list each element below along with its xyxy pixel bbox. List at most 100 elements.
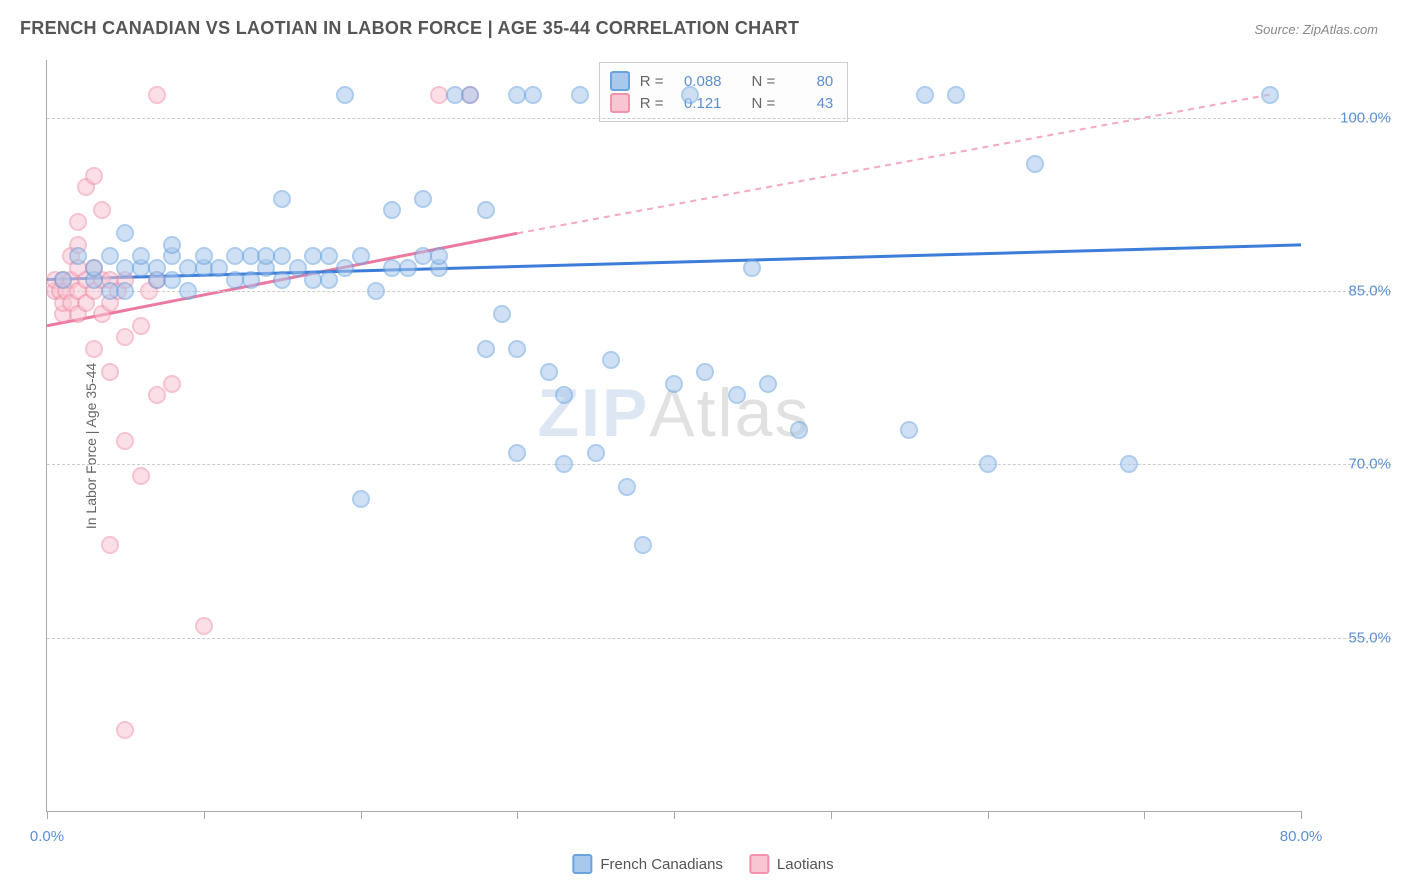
x-tick bbox=[988, 811, 989, 819]
x-tick bbox=[47, 811, 48, 819]
scatter-point bbox=[148, 386, 166, 404]
scatter-point bbox=[681, 86, 699, 104]
scatter-point bbox=[289, 259, 307, 277]
scatter-point bbox=[696, 363, 714, 381]
stat-r-label-2: R = bbox=[640, 95, 664, 112]
scatter-point bbox=[367, 282, 385, 300]
scatter-point bbox=[524, 86, 542, 104]
scatter-point bbox=[743, 259, 761, 277]
scatter-point bbox=[69, 213, 87, 231]
y-tick-label: 100.0% bbox=[1311, 109, 1391, 126]
scatter-point bbox=[101, 536, 119, 554]
scatter-point bbox=[508, 340, 526, 358]
scatter-point bbox=[508, 444, 526, 462]
scatter-point bbox=[195, 247, 213, 265]
scatter-point bbox=[383, 201, 401, 219]
x-tick bbox=[517, 811, 518, 819]
scatter-point bbox=[728, 386, 746, 404]
trend-lines-svg bbox=[47, 60, 1301, 811]
stat-r-label-1: R = bbox=[640, 73, 664, 90]
scatter-point bbox=[116, 432, 134, 450]
x-tick-label: 80.0% bbox=[1280, 828, 1323, 845]
x-tick bbox=[361, 811, 362, 819]
chart-container: FRENCH CANADIAN VS LAOTIAN IN LABOR FORC… bbox=[0, 0, 1406, 892]
watermark-bold: ZIP bbox=[538, 375, 650, 451]
scatter-point bbox=[352, 490, 370, 508]
stat-n-label-1: N = bbox=[752, 73, 776, 90]
scatter-point bbox=[132, 317, 150, 335]
stat-row-1: R = 0.088 N = 80 bbox=[610, 71, 834, 91]
scatter-point bbox=[477, 201, 495, 219]
scatter-point bbox=[900, 421, 918, 439]
scatter-point bbox=[101, 247, 119, 265]
stat-n-label-2: N = bbox=[752, 95, 776, 112]
scatter-point bbox=[320, 247, 338, 265]
stat-swatch-blue bbox=[610, 71, 630, 91]
x-tick bbox=[674, 811, 675, 819]
scatter-point bbox=[571, 86, 589, 104]
scatter-point bbox=[461, 86, 479, 104]
scatter-point bbox=[555, 386, 573, 404]
scatter-point bbox=[759, 375, 777, 393]
scatter-point bbox=[790, 421, 808, 439]
scatter-point bbox=[352, 247, 370, 265]
scatter-point bbox=[947, 86, 965, 104]
scatter-point bbox=[116, 282, 134, 300]
scatter-point bbox=[916, 86, 934, 104]
scatter-point bbox=[618, 478, 636, 496]
scatter-point bbox=[210, 259, 228, 277]
scatter-point bbox=[602, 351, 620, 369]
scatter-point bbox=[1026, 155, 1044, 173]
legend-item-2: Laotians bbox=[749, 854, 834, 874]
scatter-point bbox=[69, 247, 87, 265]
stat-r-val-1: 0.088 bbox=[674, 73, 722, 90]
scatter-point bbox=[336, 86, 354, 104]
y-tick-label: 85.0% bbox=[1311, 283, 1391, 300]
gridline-h bbox=[47, 291, 1391, 292]
scatter-point bbox=[555, 455, 573, 473]
scatter-point bbox=[54, 271, 72, 289]
y-tick-label: 70.0% bbox=[1311, 456, 1391, 473]
scatter-point bbox=[163, 236, 181, 254]
legend-swatch-blue bbox=[572, 854, 592, 874]
scatter-point bbox=[148, 86, 166, 104]
scatter-point bbox=[273, 190, 291, 208]
scatter-point bbox=[148, 259, 166, 277]
stat-swatch-pink bbox=[610, 93, 630, 113]
scatter-point bbox=[93, 201, 111, 219]
source-label: Source: ZipAtlas.com bbox=[1254, 22, 1378, 37]
scatter-point bbox=[414, 190, 432, 208]
legend: French Canadians Laotians bbox=[572, 854, 833, 874]
gridline-h bbox=[47, 118, 1391, 119]
scatter-point bbox=[116, 721, 134, 739]
scatter-point bbox=[85, 340, 103, 358]
scatter-point bbox=[179, 282, 197, 300]
scatter-point bbox=[665, 375, 683, 393]
scatter-point bbox=[979, 455, 997, 473]
scatter-point bbox=[336, 259, 354, 277]
scatter-point bbox=[399, 259, 417, 277]
scatter-point bbox=[101, 363, 119, 381]
scatter-point bbox=[163, 375, 181, 393]
scatter-point bbox=[477, 340, 495, 358]
stat-n-val-2: 43 bbox=[785, 95, 833, 112]
legend-label-2: Laotians bbox=[777, 856, 834, 873]
scatter-point bbox=[132, 467, 150, 485]
stat-row-2: R = 0.121 N = 43 bbox=[610, 93, 834, 113]
stat-box: R = 0.088 N = 80 R = 0.121 N = 43 bbox=[599, 62, 849, 122]
scatter-point bbox=[85, 259, 103, 277]
gridline-h bbox=[47, 638, 1391, 639]
scatter-point bbox=[430, 247, 448, 265]
chart-title: FRENCH CANADIAN VS LAOTIAN IN LABOR FORC… bbox=[20, 18, 799, 39]
scatter-point bbox=[493, 305, 511, 323]
scatter-point bbox=[1120, 455, 1138, 473]
scatter-point bbox=[273, 271, 291, 289]
x-tick bbox=[1144, 811, 1145, 819]
scatter-point bbox=[163, 271, 181, 289]
scatter-point bbox=[273, 247, 291, 265]
gridline-h bbox=[47, 464, 1391, 465]
plot-area: ZIPAtlas R = 0.088 N = 80 R = 0.121 N = … bbox=[46, 60, 1301, 812]
legend-item-1: French Canadians bbox=[572, 854, 723, 874]
x-tick bbox=[1301, 811, 1302, 819]
legend-label-1: French Canadians bbox=[600, 856, 723, 873]
